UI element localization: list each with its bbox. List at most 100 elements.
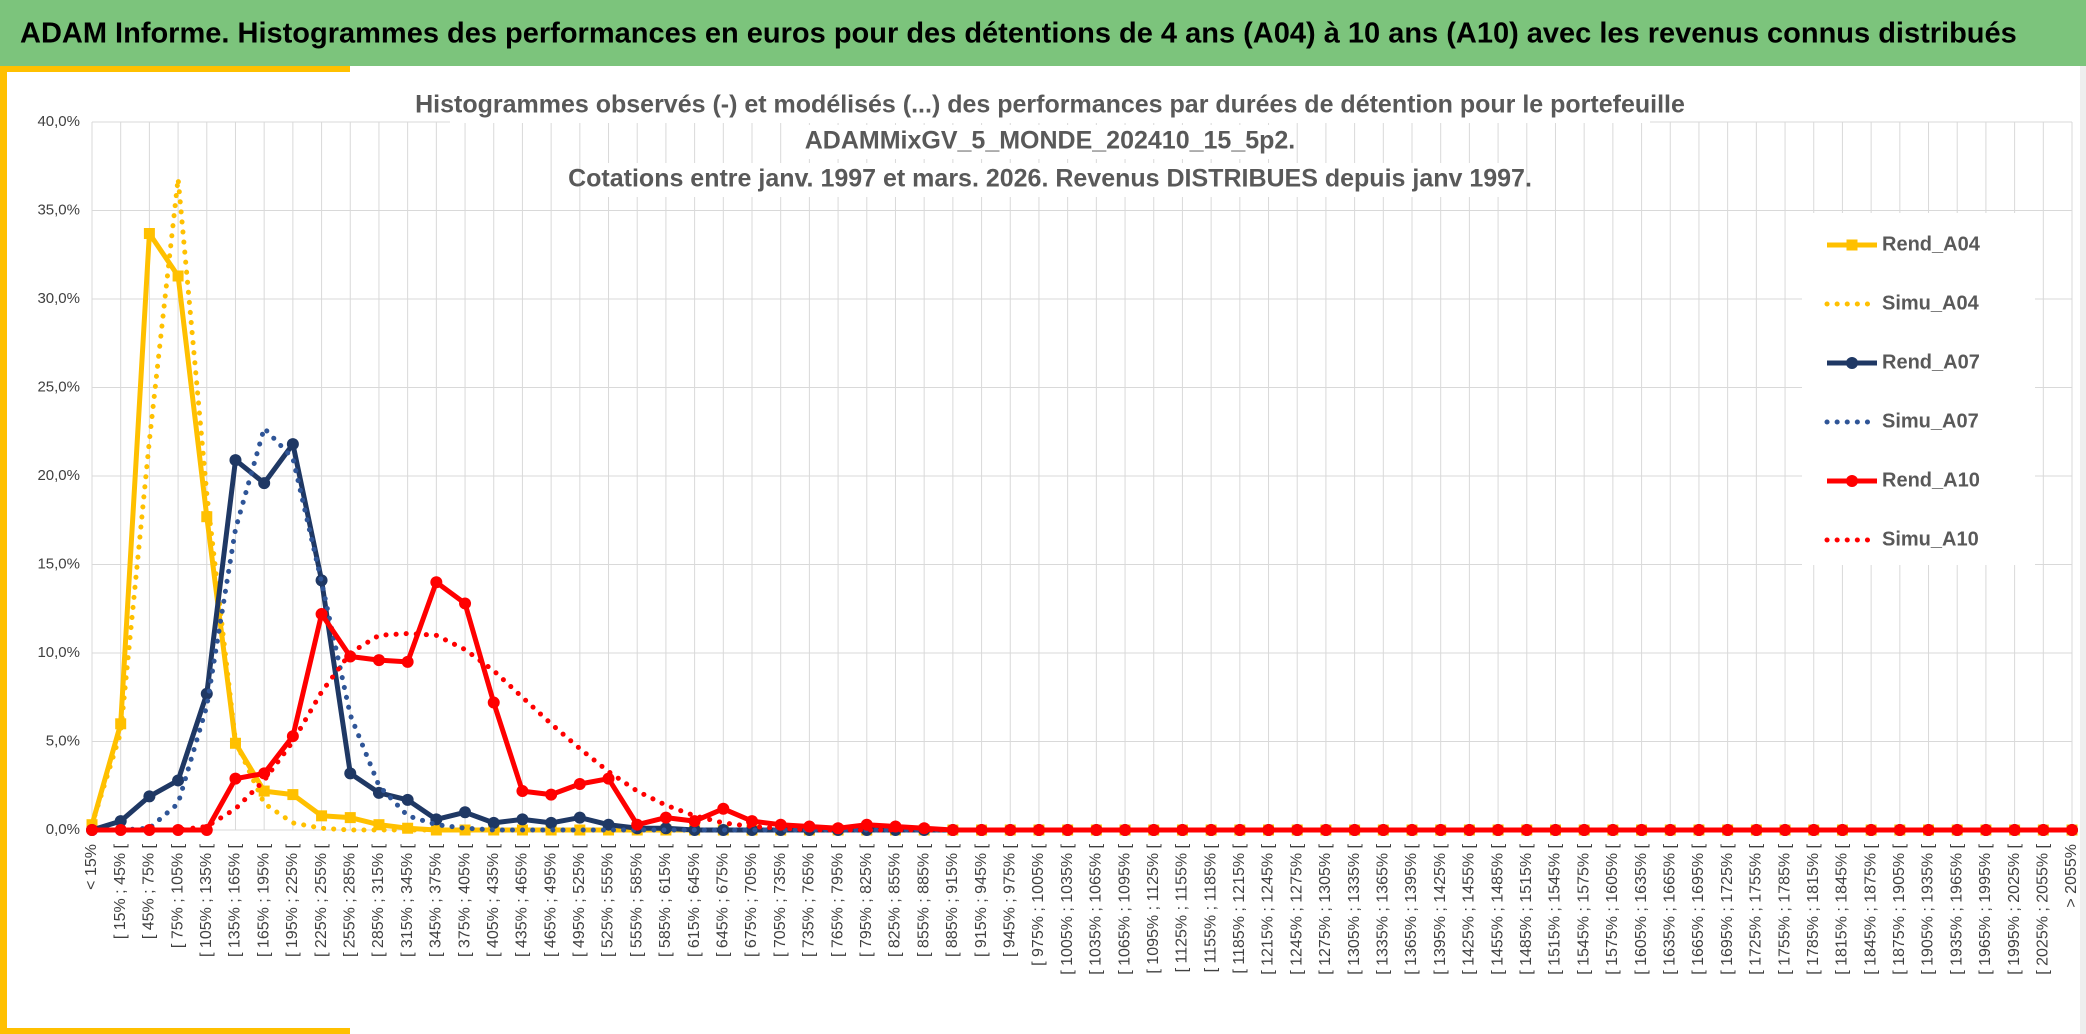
x-tick-label: [ 1425% ; 1455% [ (1461, 843, 1478, 974)
legend-label: Rend_A07 (1882, 351, 1980, 373)
x-tick-label: [ 1695% ; 1725% [ (1719, 843, 1736, 974)
x-tick-label: [ 795% ; 825% [ (858, 843, 875, 957)
data-point (1951, 824, 1964, 836)
x-tick-label: [ 555% ; 585% [ (628, 843, 645, 957)
data-point (172, 774, 185, 787)
data-point (1061, 824, 1074, 836)
data-point (372, 654, 385, 667)
data-point (602, 818, 615, 831)
x-tick-label: [ 195% ; 225% [ (284, 843, 301, 957)
data-point (258, 477, 271, 490)
header-title: ADAM Informe. Histogrammes des performan… (20, 18, 2017, 50)
x-tick-label: [ 1635% ; 1665% [ (1661, 843, 1678, 974)
data-point (286, 438, 299, 451)
x-tick-label: [ 1935% ; 1965% [ (1948, 843, 1965, 974)
x-tick-label: [ 735% ; 765% [ (801, 843, 818, 957)
x-tick-label: [ 1455% ; 1485% [ (1489, 843, 1506, 974)
data-point (1406, 824, 1418, 836)
y-tick-label: 15,0% (37, 555, 80, 572)
data-point (631, 818, 644, 831)
data-point (1434, 824, 1447, 836)
legend-marker (1846, 239, 1858, 251)
x-tick-label: [ 1665% ; 1695% [ (1690, 843, 1707, 974)
accent-bottom (0, 1028, 350, 1034)
data-point (1262, 824, 1275, 836)
data-point (1233, 824, 1246, 836)
x-tick-label: [ 765% ; 795% [ (829, 843, 846, 957)
x-tick-label: [ 1845% ; 1875% [ (1862, 843, 1879, 974)
legend-label: Rend_A10 (1882, 469, 1980, 491)
x-tick-label: [ 2025% ; 2055% [ (2035, 843, 2052, 974)
x-tick-label: [ 1515% ; 1545% [ (1547, 843, 1564, 974)
data-point (545, 816, 558, 829)
data-point (114, 815, 127, 828)
data-point (287, 789, 299, 801)
x-tick-label: [ 1575% ; 1605% [ (1604, 843, 1621, 974)
chart: 0,0% 5,0% 10,0% 15,0% 20,0% 25,0% 30,0% 35,0% 40… (37, 89, 2080, 975)
x-tick-label: [ 1965% ; 1995% [ (1977, 843, 1994, 974)
x-tick-label: [ 1395% ; 1425% [ (1432, 843, 1449, 974)
accent-left (0, 66, 7, 1034)
x-tick-label: [ 1215% ; 1245% [ (1260, 843, 1277, 974)
legend-item: Simu_A10 (1824, 528, 1979, 550)
y-tick-label: 35,0% (37, 201, 80, 218)
y-tick-label: 0,0% (46, 821, 80, 838)
x-tick-label: [ 15% ; 45% [ (112, 843, 129, 939)
y-tick-label: 30,0% (37, 290, 80, 307)
data-point (459, 806, 472, 819)
x-tick-label: [ 615% ; 645% [ (686, 843, 703, 957)
data-point (516, 813, 529, 826)
data-point (1090, 824, 1103, 836)
x-tick-label: [ 525% ; 555% [ (600, 843, 617, 957)
data-point (401, 655, 414, 668)
data-point (229, 454, 242, 467)
legend-marker (1846, 475, 1858, 487)
legend-label: Rend_A04 (1882, 233, 1981, 255)
chart-title: Cotations entre janv. 1997 et mars. 2026… (568, 165, 1532, 193)
x-tick-label: [ 315% ; 345% [ (399, 843, 416, 957)
x-tick-label: [ 105% ; 135% [ (198, 843, 215, 957)
x-tick-label: [ 285% ; 315% [ (370, 843, 387, 957)
legend-label: Simu_A07 (1882, 410, 1979, 432)
x-tick-label: [ 375% ; 405% [ (456, 843, 473, 957)
series-line (89, 630, 2075, 833)
legend-label: Simu_A10 (1882, 528, 1979, 550)
data-point (258, 785, 270, 797)
y-tick-label: 10,0% (37, 644, 80, 661)
x-tick-label: [ 1365% ; 1395% [ (1403, 843, 1420, 974)
data-point (402, 822, 414, 834)
title-backing (600, 163, 1500, 197)
frame-right (2080, 66, 2086, 1034)
x-tick-label: [ 225% ; 255% [ (313, 843, 330, 957)
x-tick-label: [ 855% ; 885% [ (915, 843, 932, 957)
x-tick-label: [ 1035% ; 1065% [ (1088, 843, 1105, 974)
x-tick-label: [ 1755% ; 1785% [ (1776, 843, 1793, 974)
x-tick-label: [ 945% ; 975% [ (1001, 843, 1018, 957)
data-point (1463, 824, 1476, 836)
data-point (2066, 824, 2078, 836)
data-point (1606, 824, 1619, 836)
data-point (832, 822, 845, 835)
x-tick-label: [ 495% ; 525% [ (571, 843, 588, 957)
x-tick-label: [ 45% ; 75% [ (141, 843, 158, 939)
data-point (1779, 824, 1792, 836)
y-tick-label: 40,0% (37, 113, 80, 130)
x-tick-label: [ 1065% ; 1095% [ (1116, 843, 1133, 974)
x-tick-label: [ 345% ; 375% [ (428, 843, 445, 957)
data-point (344, 767, 357, 780)
x-tick-label: [ 825% ; 855% [ (887, 843, 904, 957)
data-point (516, 785, 529, 798)
title-backing (805, 125, 1295, 159)
data-point (1807, 824, 1820, 836)
chart-title: Histogrammes observés (-) et modélisés (… (415, 91, 1685, 119)
x-tick-label: [ 1815% ; 1845% [ (1834, 843, 1851, 974)
x-tick-label: [ 435% ; 465% [ (514, 843, 531, 957)
data-point (1979, 824, 1992, 836)
data-point (487, 696, 500, 709)
x-tick-label: [ 1605% ; 1635% [ (1633, 843, 1650, 974)
series-line (89, 423, 2075, 833)
x-tick-label: [ 1725% ; 1755% [ (1748, 843, 1765, 974)
data-point (201, 511, 213, 523)
data-point (373, 819, 385, 831)
data-point (143, 790, 156, 803)
